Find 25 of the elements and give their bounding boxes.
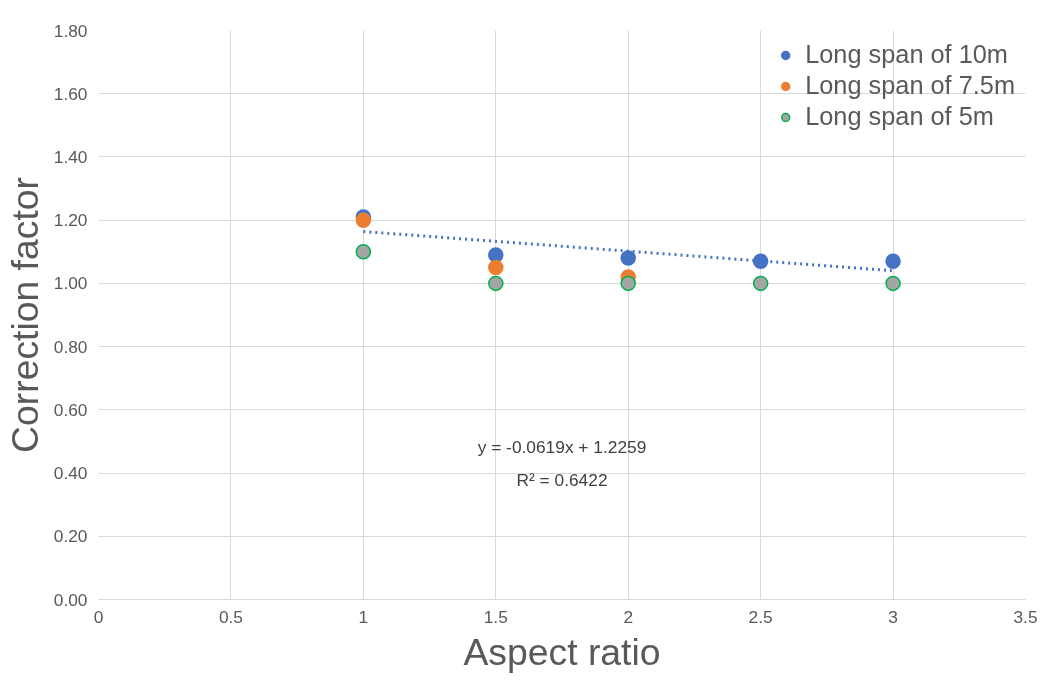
x-tick-label: 3.5 bbox=[1013, 606, 1038, 627]
annotation: R² = 0.6422 bbox=[516, 470, 608, 491]
y-tick-label: 1.80 bbox=[53, 20, 88, 41]
x-tick-label: 1 bbox=[358, 606, 369, 627]
x-tick-label: 1.5 bbox=[483, 606, 508, 627]
annotation: y = -0.0619x + 1.2259 bbox=[477, 437, 647, 458]
y-tick-label: 1.20 bbox=[53, 210, 88, 231]
y-tick-label: 0.00 bbox=[53, 589, 88, 610]
y-tick-label: 0.20 bbox=[53, 526, 88, 547]
legend-label: Long span of 5m bbox=[805, 102, 994, 131]
x-tick-label: 0 bbox=[93, 606, 104, 627]
y-tick-label: 1.40 bbox=[53, 146, 88, 167]
y-tick-label: 0.80 bbox=[53, 336, 88, 357]
legend-label: Long span of 7.5m bbox=[805, 71, 1015, 100]
legend-label: Long span of 10m bbox=[805, 40, 1008, 69]
y-tick-label: 0.60 bbox=[53, 399, 88, 420]
y-tick-label: 1.00 bbox=[53, 273, 88, 294]
x-axis-title: Aspect ratio bbox=[463, 630, 661, 673]
y-tick-label: 1.60 bbox=[53, 83, 88, 104]
y-axis-title: Correction factor bbox=[3, 177, 46, 453]
x-tick-label: 2.5 bbox=[748, 606, 773, 627]
x-tick-label: 3 bbox=[888, 606, 898, 627]
x-tick-label: 2 bbox=[623, 606, 634, 627]
y-tick-label: 0.40 bbox=[53, 463, 88, 484]
x-tick-label: 0.5 bbox=[218, 606, 243, 627]
